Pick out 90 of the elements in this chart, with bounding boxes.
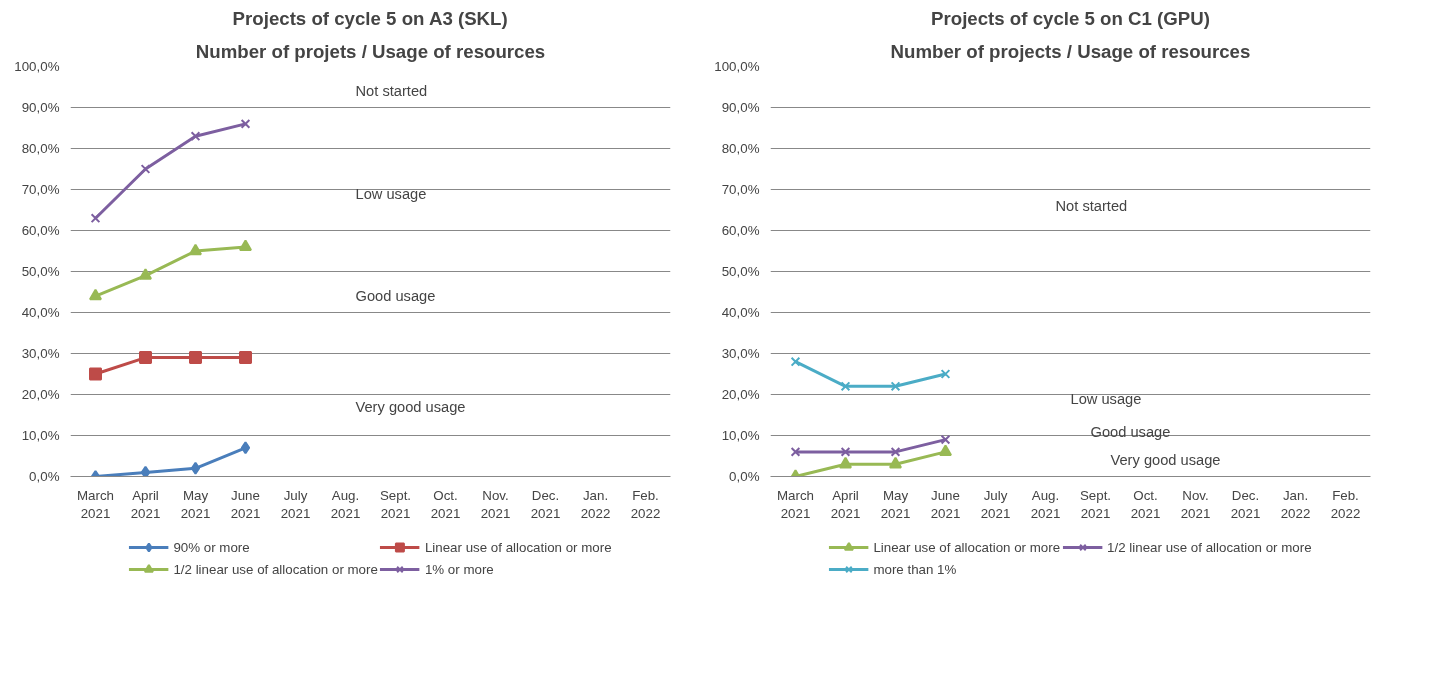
- y-tick-label: 10,0%: [21, 428, 60, 443]
- legend-label: 1/2 linear use of allocation or more: [173, 561, 378, 577]
- x-tick-label: Feb. 2022: [1330, 487, 1361, 521]
- y-tick-label: 90,0%: [21, 100, 60, 115]
- y-tick-label: 10,0%: [721, 428, 760, 443]
- annotation: Good usage: [355, 288, 436, 305]
- point: [89, 288, 102, 301]
- y-tick-label: 70,0%: [21, 182, 60, 197]
- annotation: Not started: [355, 83, 428, 100]
- y-tick-label: 40,0%: [721, 305, 760, 320]
- y-tick-label: 60,0%: [21, 223, 60, 238]
- y-tick-label: 0,0%: [29, 469, 60, 484]
- x-tick-label: March 2021: [76, 487, 115, 521]
- x-tick-label: July 2021: [980, 487, 1011, 521]
- chart-title: Projects of cycle 5 on C1 (GPU): [931, 7, 1210, 29]
- point: [890, 381, 901, 392]
- x-tick-label: Sept. 2021: [1079, 487, 1112, 521]
- y-tick-label: 60,0%: [721, 223, 760, 238]
- point: [790, 356, 801, 367]
- y-tick-label: 30,0%: [721, 346, 760, 361]
- x-tick-label: Dec. 2021: [530, 487, 561, 521]
- x-tick-label: June 2021: [230, 487, 261, 521]
- point: [240, 441, 251, 455]
- x-tick-label: May 2021: [880, 487, 911, 521]
- point: [890, 447, 901, 457]
- point: [190, 131, 201, 142]
- x-tick-label: Aug. 2021: [330, 487, 361, 521]
- point: [940, 369, 951, 379]
- chart-title: Projects of cycle 5 on A3 (SKL): [232, 7, 508, 29]
- y-tick-label: 90,0%: [721, 100, 760, 115]
- point: [139, 351, 152, 365]
- y-tick-label: 50,0%: [721, 264, 760, 279]
- annotation: Low usage: [1070, 390, 1142, 407]
- point: [140, 465, 151, 477]
- point: [239, 351, 252, 365]
- annotation: Very good usage: [355, 399, 466, 415]
- point: [889, 456, 902, 469]
- annotation: Not started: [1055, 198, 1128, 215]
- point: [840, 381, 851, 392]
- legend-label: 90% or more: [173, 539, 250, 555]
- y-tick-label: 80,0%: [21, 141, 60, 156]
- point: [139, 268, 152, 280]
- x-tick-label: Jan. 2022: [1280, 487, 1311, 521]
- point: [140, 164, 151, 174]
- x-tick-label: Nov. 2021: [480, 487, 511, 521]
- x-tick-label: Feb. 2022: [630, 487, 661, 521]
- annotation: Very good usage: [1110, 452, 1221, 469]
- x-tick-label: July 2021: [280, 487, 311, 521]
- y-tick-label: 80,0%: [721, 141, 760, 156]
- x-tick-label: Oct. 2021: [430, 487, 461, 521]
- x-tick-label: April 2021: [830, 487, 861, 521]
- chart-subtitle: Number of projets / Usage of resources: [195, 40, 546, 62]
- point: [239, 239, 252, 252]
- y-tick-label: 70,0%: [721, 182, 760, 197]
- y-tick-label: 20,0%: [21, 387, 60, 402]
- point: [190, 461, 201, 475]
- y-tick-label: 30,0%: [21, 346, 60, 361]
- legend-label: Linear use of allocation or more: [873, 539, 1061, 555]
- x-tick-label: Oct. 2021: [1130, 487, 1161, 521]
- point: [840, 447, 851, 457]
- legend-label: more than 1%: [873, 561, 957, 577]
- point: [189, 351, 202, 365]
- x-tick-label: Nov. 2021: [1180, 487, 1211, 521]
- point: [240, 119, 251, 129]
- legend-label: 1/2 linear use of allocation or more: [1107, 539, 1312, 555]
- x-tick-label: April 2021: [130, 487, 161, 521]
- legend-label: 1% or more: [424, 561, 494, 577]
- point: [939, 444, 952, 457]
- point: [89, 367, 102, 381]
- point: [90, 213, 101, 224]
- y-tick-label: 50,0%: [21, 264, 60, 279]
- annotation: Low usage: [355, 185, 427, 202]
- x-tick-label: June 2021: [930, 487, 961, 521]
- y-tick-label: 0,0%: [729, 469, 760, 484]
- y-tick-label: 100,0%: [14, 59, 60, 74]
- y-tick-label: 40,0%: [21, 305, 60, 320]
- x-tick-label: Sept. 2021: [379, 487, 412, 521]
- point: [940, 434, 951, 445]
- x-tick-label: March 2021: [776, 487, 815, 521]
- legend-label: Linear use of allocation or more: [424, 539, 612, 555]
- x-tick-label: Dec. 2021: [1230, 487, 1261, 521]
- point: [790, 447, 801, 457]
- y-tick-label: 100,0%: [714, 59, 760, 74]
- y-tick-label: 20,0%: [721, 387, 760, 402]
- point: [189, 243, 202, 256]
- chart-subtitle: Number of projects / Usage of resources: [890, 40, 1251, 62]
- point: [839, 456, 852, 469]
- x-tick-label: Jan. 2022: [580, 487, 611, 521]
- x-tick-label: May 2021: [180, 487, 211, 521]
- x-tick-label: Aug. 2021: [1030, 487, 1061, 521]
